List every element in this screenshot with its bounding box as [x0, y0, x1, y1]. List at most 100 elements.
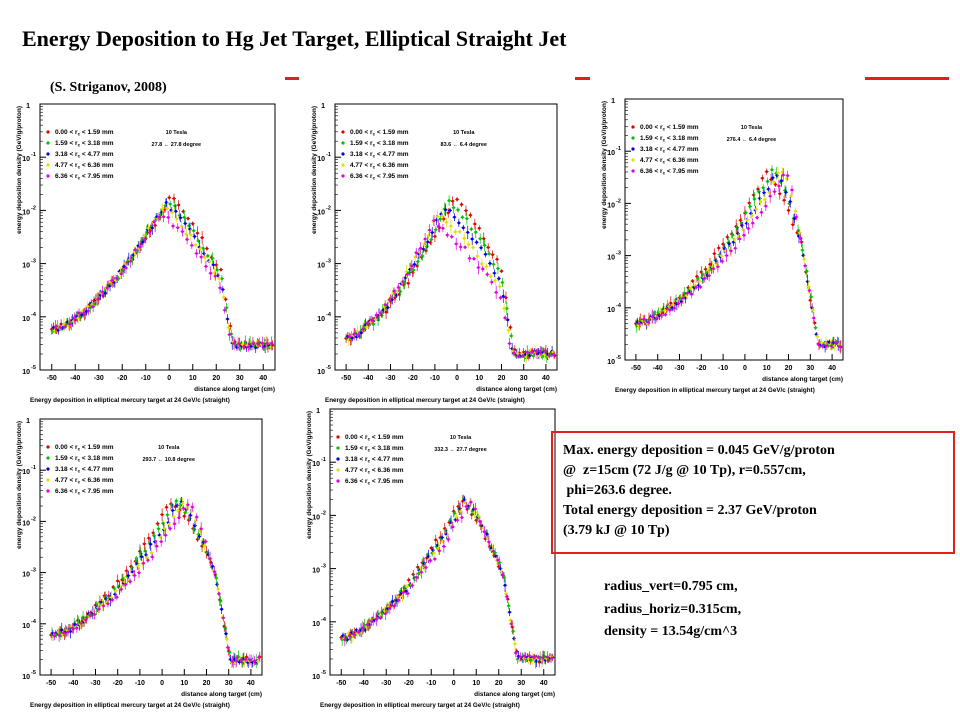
data-point	[731, 233, 735, 237]
data-point	[689, 287, 693, 290]
data-point	[514, 651, 518, 655]
data-point	[101, 290, 104, 294]
legend-marker	[336, 479, 340, 483]
data-point	[416, 565, 420, 569]
chart-caption: Energy deposition in elliptical mercury …	[30, 397, 230, 404]
data-point	[157, 215, 161, 219]
data-point	[811, 308, 815, 312]
data-point	[521, 354, 525, 358]
data-point	[668, 308, 672, 312]
data-point	[225, 306, 228, 310]
data-point	[112, 586, 116, 590]
x-tick-label: -20	[117, 375, 127, 382]
data-point	[213, 570, 216, 574]
data-point	[428, 228, 431, 232]
y-tick-exponent: -1	[31, 152, 36, 158]
data-point	[248, 658, 252, 662]
data-point	[469, 227, 473, 231]
data-point	[406, 592, 410, 595]
data-point	[237, 342, 241, 346]
data-point	[160, 513, 164, 517]
data-point	[142, 561, 145, 565]
data-point	[777, 184, 781, 188]
data-point	[733, 246, 737, 250]
legend-marker	[46, 163, 50, 167]
data-point	[511, 629, 515, 633]
data-point	[450, 235, 454, 239]
data-point	[379, 616, 383, 620]
data-point	[719, 254, 723, 258]
data-point	[791, 223, 795, 227]
data-point	[825, 344, 829, 348]
data-point	[228, 650, 231, 654]
data-point	[812, 316, 816, 320]
legend-marker	[46, 141, 50, 145]
data-point	[215, 268, 219, 272]
data-point	[397, 285, 400, 289]
x-tick-label: 0	[452, 680, 456, 687]
legend-entry: 1.59 < rc < 3.18 mm	[640, 135, 699, 143]
data-point	[453, 511, 457, 515]
x-tick-label: -50	[341, 375, 351, 382]
data-point	[755, 216, 759, 220]
data-point	[794, 215, 798, 219]
data-point	[659, 313, 663, 317]
data-point	[146, 558, 150, 562]
y-tick-label: 10	[607, 255, 615, 262]
data-point	[802, 257, 806, 261]
data-point	[753, 197, 756, 201]
x-tick-label: 20	[495, 680, 503, 687]
data-point	[477, 266, 480, 269]
data-point	[148, 231, 151, 235]
data-point	[432, 551, 436, 555]
legend-entry: 4.77 < rc < 6.36 mm	[640, 157, 699, 165]
data-point	[260, 341, 264, 345]
data-point	[209, 271, 213, 275]
data-point	[68, 322, 72, 326]
data-point	[190, 505, 194, 509]
data-point	[87, 309, 90, 313]
legend-marker	[341, 141, 345, 145]
x-tick-label: -20	[696, 365, 706, 372]
data-point	[489, 274, 493, 278]
data-point	[365, 623, 369, 627]
data-point	[498, 285, 502, 288]
x-axis-label: distance along target (cm)	[476, 386, 557, 393]
field-label: 10 Tesla	[453, 130, 475, 136]
data-series	[634, 165, 840, 350]
data-point	[419, 246, 423, 250]
y-tick-exponent: -1	[616, 146, 621, 152]
data-point	[421, 254, 424, 258]
legend-marker	[341, 174, 345, 178]
data-point	[761, 186, 765, 190]
data-point	[787, 208, 790, 212]
data-point	[137, 571, 141, 575]
data-point	[768, 194, 772, 198]
y-tick-exponent: -1	[326, 152, 331, 158]
legend-entry: 6.36 < rc < 7.95 mm	[55, 488, 114, 496]
x-tick-label: -10	[718, 365, 728, 372]
data-point	[254, 346, 258, 350]
y-tick-exponent: -4	[616, 303, 622, 309]
page-title: Energy Deposition to Hg Jet Target, Elli…	[22, 26, 567, 51]
data-point	[172, 197, 176, 200]
data-series	[344, 196, 557, 361]
x-tick-label: -50	[47, 375, 57, 382]
data-point	[765, 170, 769, 174]
legend-entry: 1.59 < rc < 3.18 mm	[55, 455, 114, 463]
data-point	[780, 179, 783, 183]
data-point	[516, 352, 519, 355]
data-point	[425, 556, 429, 560]
data-series	[51, 197, 272, 354]
x-tick-label: -10	[426, 680, 436, 687]
data-point	[513, 642, 517, 646]
data-point	[102, 604, 105, 608]
y-tick-label: 10	[317, 209, 325, 216]
y-tick-exponent: -4	[326, 312, 332, 318]
data-point	[429, 546, 433, 550]
data-point	[464, 505, 468, 508]
data-point	[370, 620, 374, 623]
param-line: radius_horiz=0.315cm,	[604, 601, 742, 617]
data-point	[386, 306, 390, 310]
data-point	[410, 264, 414, 268]
